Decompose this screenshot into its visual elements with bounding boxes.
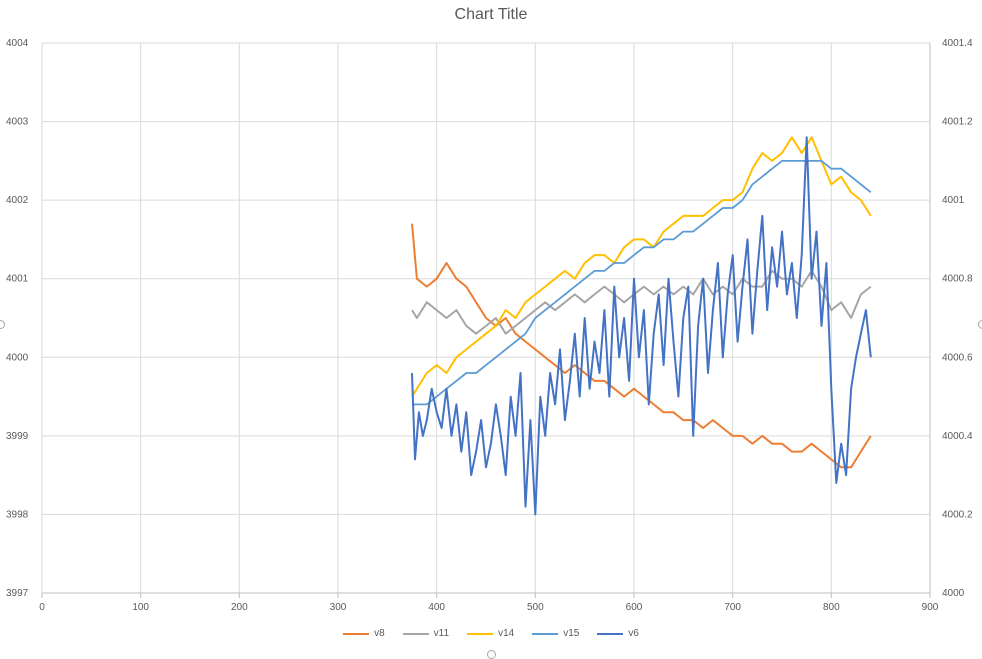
x-tick-label: 500 (527, 602, 544, 613)
y2-tick-label: 4000 (942, 588, 965, 599)
y-tick-label: 4000 (6, 352, 29, 363)
legend-swatch (467, 632, 494, 635)
y2-tick-label: 4001.4 (942, 38, 973, 49)
resize-handle-bottom[interactable] (487, 650, 496, 659)
legend-item-v14[interactable]: v14 (467, 628, 514, 639)
legend-label: v11 (433, 628, 450, 639)
x-tick-label: 800 (823, 602, 840, 613)
legend-swatch (597, 632, 624, 635)
resize-handle-left[interactable] (0, 320, 5, 329)
x-tick-label: 300 (330, 602, 347, 613)
x-tick-label: 700 (724, 602, 741, 613)
y-tick-label: 4003 (6, 117, 29, 128)
legend-item-v8[interactable]: v8 (343, 628, 385, 639)
legend-swatch (532, 632, 559, 635)
x-tick-label: 600 (626, 602, 643, 613)
legend-swatch (402, 632, 429, 635)
y-tick-label: 3997 (6, 588, 29, 599)
chart-title: Chart Title (454, 6, 528, 23)
x-tick-label: 200 (231, 602, 248, 613)
y2-tick-label: 4000.4 (942, 431, 973, 442)
legend-item-v6[interactable]: v6 (597, 628, 639, 639)
y2-tick-label: 4001 (942, 195, 965, 206)
legend-label: v6 (628, 628, 639, 639)
y2-tick-label: 4000.2 (942, 509, 973, 520)
x-tick-label: 0 (39, 602, 45, 613)
y-tick-label: 4001 (6, 274, 29, 285)
y-tick-label: 3998 (6, 509, 29, 520)
y-tick-label: 4002 (6, 195, 29, 206)
series-line-v8 (411, 223, 872, 469)
y2-tick-label: 4001.2 (942, 117, 973, 128)
series-line-v15 (412, 159, 872, 406)
y-tick-label: 3999 (6, 431, 29, 442)
x-tick-label: 100 (132, 602, 149, 613)
y-tick-label: 4004 (6, 38, 29, 49)
legend: v8 v11 v14 v15 v6 (0, 628, 982, 639)
x-tick-label: 900 (922, 602, 939, 613)
legend-item-v15[interactable]: v15 (532, 628, 579, 639)
series-line-v6 (411, 136, 872, 516)
legend-label: v14 (498, 628, 515, 639)
y2-tick-label: 4000.8 (942, 274, 973, 285)
resize-handle-right[interactable] (978, 320, 982, 329)
series-line-v14 (411, 136, 872, 398)
y2-tick-label: 4000.6 (942, 352, 973, 363)
legend-label: v15 (563, 628, 580, 639)
legend-label: v8 (374, 628, 385, 639)
legend-swatch (343, 632, 370, 635)
x-tick-label: 400 (428, 602, 445, 613)
legend-item-v11[interactable]: v11 (402, 628, 450, 639)
